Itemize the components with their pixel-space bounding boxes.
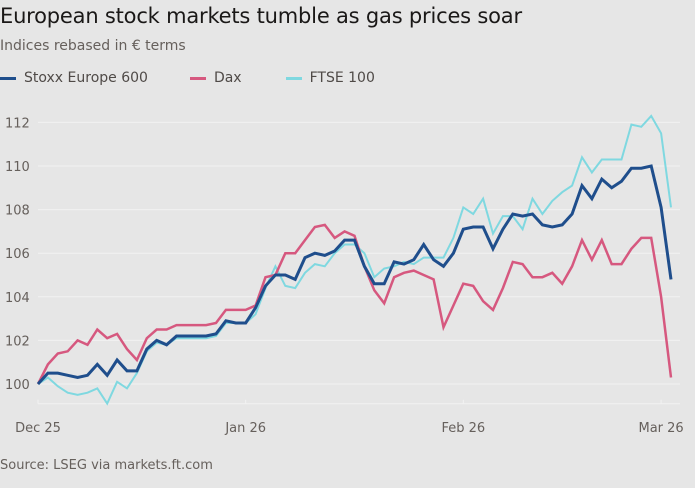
y-tick-label: 102	[5, 334, 30, 349]
series-line-ftse-100	[37, 114, 672, 406]
legend-item-stoxx: Stoxx Europe 600	[0, 70, 148, 86]
series-line-stoxx-europe-600	[36, 164, 673, 386]
y-tick-label: 106	[5, 247, 30, 262]
y-axis: 100 102 104 106 108 110 112	[5, 116, 30, 393]
x-tick-label: Jan 26	[224, 421, 266, 436]
y-tick-label: 100	[5, 378, 30, 393]
y-tick-label: 104	[5, 291, 30, 306]
legend-item-ftse: FTSE 100	[285, 70, 375, 86]
legend-item-dax: Dax	[189, 70, 242, 86]
gridlines	[38, 121, 680, 405]
legend-label-ftse: FTSE 100	[309, 70, 375, 86]
series-lines	[36, 114, 673, 406]
x-tick-label: Dec 25	[15, 421, 61, 436]
chart-legend: Stoxx Europe 600 Dax FTSE 100	[0, 70, 405, 86]
y-tick-label: 110	[5, 160, 30, 175]
chart-subtitle: Indices rebased in € terms	[0, 38, 186, 54]
legend-label-dax: Dax	[213, 70, 242, 86]
y-tick-label: 112	[5, 116, 30, 131]
legend-swatch-ftse	[285, 76, 302, 80]
legend-swatch-dax	[189, 76, 206, 80]
x-tick-label: Mar 26	[639, 421, 684, 436]
y-tick-label: 108	[5, 204, 30, 219]
x-axis: Dec 25 Jan 26 Feb 26 Mar 26	[15, 399, 684, 436]
legend-label-stoxx: Stoxx Europe 600	[24, 70, 148, 86]
x-tick-label: Feb 26	[441, 421, 485, 436]
chart-source: Source: LSEG via markets.ft.com	[0, 458, 213, 473]
legend-swatch-stoxx	[0, 76, 16, 80]
series-line-dax	[36, 223, 673, 385]
chart-title: European stock markets tumble as gas pri…	[0, 4, 522, 28]
